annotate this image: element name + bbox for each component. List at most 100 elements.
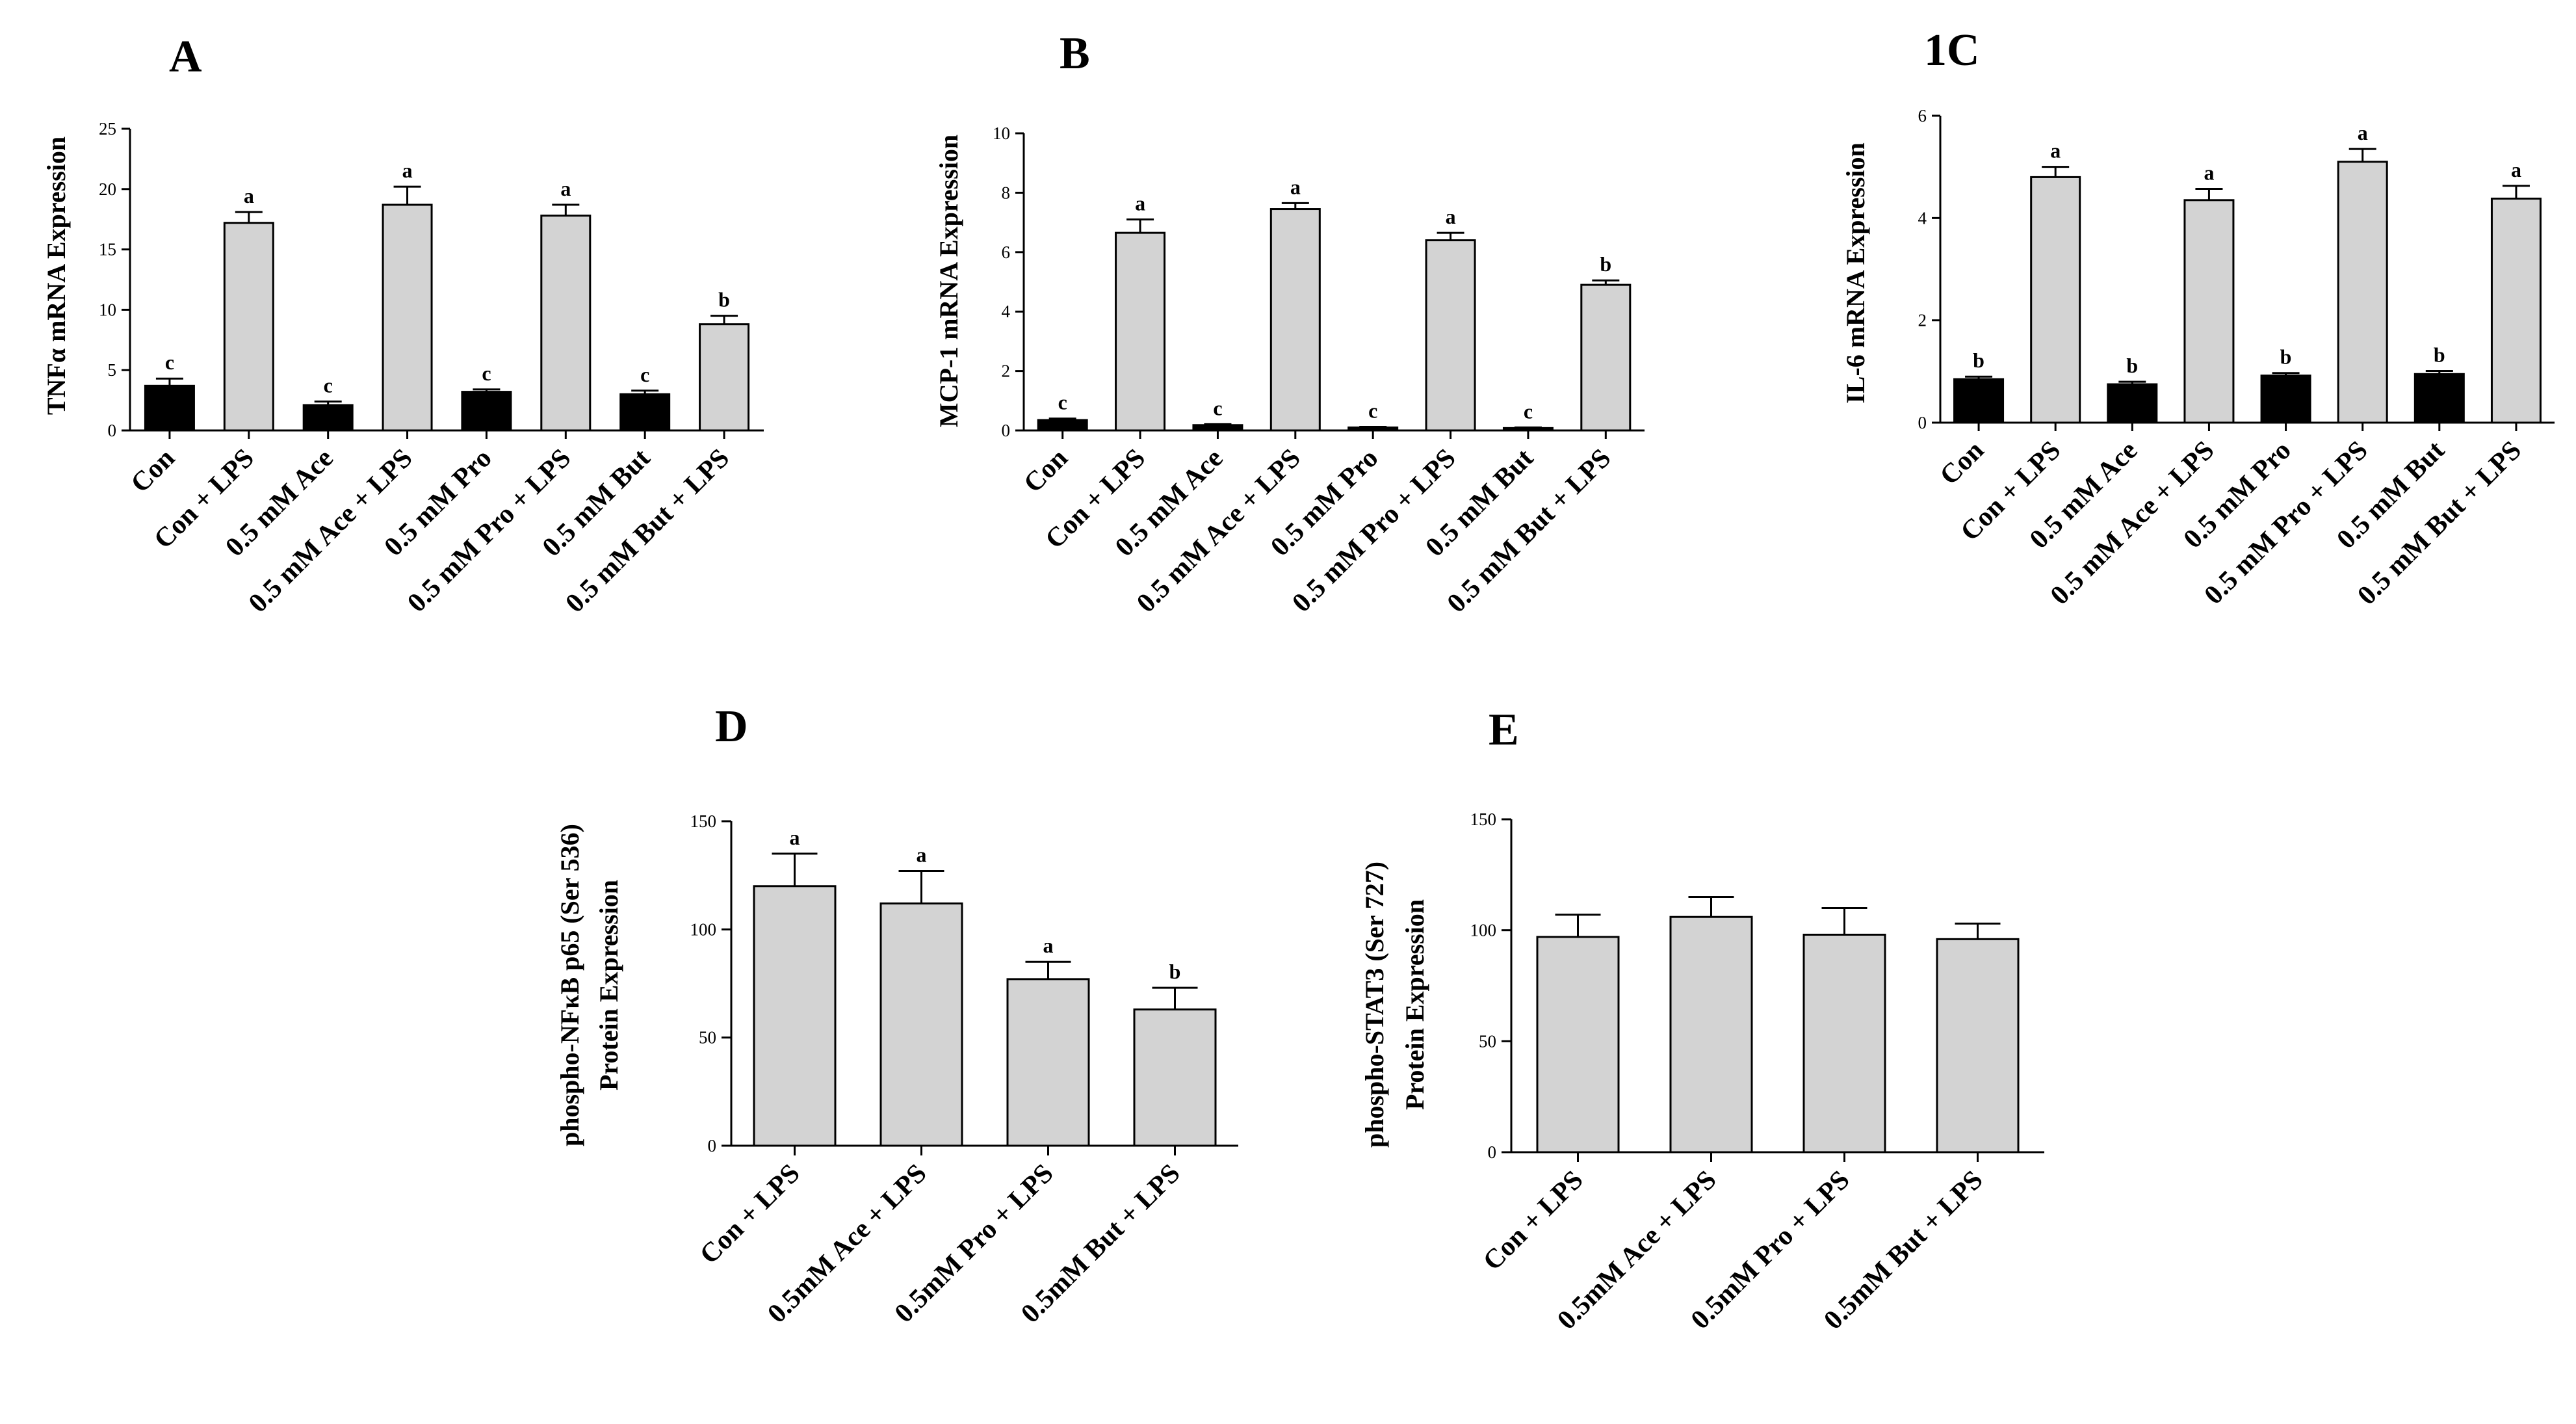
panel-a-letter: A	[169, 32, 202, 82]
significance-label: c	[1368, 399, 1377, 423]
bar	[2183, 199, 2235, 424]
significance-label: a	[2204, 161, 2214, 184]
significance-label: c	[324, 373, 333, 397]
panel-d-ylabel-2: Protein Expression	[594, 880, 623, 1090]
significance-label: a	[2358, 121, 2368, 144]
bar	[1502, 427, 1554, 432]
bar	[1936, 938, 2020, 1154]
significance-label: a	[2511, 158, 2521, 181]
bar	[1580, 283, 1632, 432]
y-tick-label: 0	[108, 421, 117, 440]
bar	[144, 384, 195, 432]
bar	[302, 404, 354, 432]
significance-label: a	[1446, 205, 1456, 228]
panel-e-ylabel-2: Protein Expression	[1400, 899, 1429, 1110]
y-tick-label: 150	[1470, 810, 1497, 829]
y-tick-label: 10	[993, 124, 1010, 143]
significance-label: a	[560, 177, 571, 200]
significance-label: c	[482, 362, 491, 385]
bar	[619, 393, 671, 432]
bar	[2413, 373, 2465, 424]
significance-label: c	[1524, 399, 1533, 423]
bar	[2107, 383, 2158, 424]
significance-label: a	[402, 159, 413, 182]
significance-label: a	[1135, 192, 1145, 215]
significance-label: c	[1213, 396, 1222, 419]
panel-d-ylabel: phospho-NFκB p65 (Ser 536)	[555, 824, 584, 1146]
panel-e-ylabel: phospho-STAT3 (Ser 727)	[1360, 862, 1389, 1148]
panel-b-ylabel: MCP-1 mRNA Expression	[934, 135, 963, 427]
significance-label: a	[1043, 934, 1054, 957]
panel-d: D phospho-NFκB p65 (Ser 536) Protein Exp…	[555, 702, 1238, 1329]
significance-label: a	[244, 184, 254, 207]
significance-label: a	[917, 843, 927, 867]
bar	[1037, 419, 1088, 432]
y-tick-label: 10	[99, 300, 116, 319]
panel-a: A TNFα mRNA Expression 0510152025ConcCon…	[42, 32, 764, 618]
bar	[1425, 239, 1476, 432]
y-tick-label: 20	[99, 179, 116, 199]
bar	[223, 222, 274, 432]
y-tick-label: 0	[708, 1136, 717, 1155]
significance-label: c	[1058, 391, 1067, 414]
bar	[2260, 375, 2311, 424]
y-tick-label: 2	[1918, 311, 1927, 330]
y-tick-label: 50	[699, 1028, 716, 1048]
x-tick-label: Con + LPS	[694, 1159, 806, 1271]
x-tick-label: Con	[1934, 436, 1990, 491]
bar	[1133, 1008, 1217, 1147]
y-tick-label: 0	[1918, 413, 1927, 432]
significance-label: b	[2126, 354, 2138, 377]
y-tick-label: 0	[1488, 1142, 1497, 1162]
bar	[753, 885, 837, 1147]
panel-e: E phospho-STAT3 (Ser 727) Protein Expres…	[1360, 705, 2044, 1336]
panel-c-ylabel: IL-6 mRNA Expression	[1841, 142, 1870, 404]
y-tick-label: 150	[690, 811, 717, 831]
y-tick-label: 25	[99, 119, 116, 138]
y-tick-label: 100	[1470, 921, 1497, 940]
bar	[879, 902, 963, 1147]
bar	[1953, 378, 2005, 424]
bar	[1115, 231, 1166, 432]
x-tick-label: Con	[1018, 443, 1073, 499]
bar	[461, 391, 512, 432]
panel-e-letter: E	[1489, 705, 1519, 755]
bar	[1269, 208, 1321, 432]
significance-label: a	[790, 826, 800, 849]
bar	[1536, 936, 1620, 1154]
bar	[699, 323, 750, 432]
significance-label: c	[640, 363, 649, 386]
y-tick-label: 4	[1918, 208, 1927, 228]
y-tick-label: 4	[1002, 302, 1011, 321]
significance-label: b	[1973, 349, 1984, 372]
panel-c-letter: 1C	[1924, 25, 1980, 75]
bar	[382, 204, 433, 432]
significance-label: b	[2434, 343, 2445, 367]
y-tick-label: 15	[99, 240, 116, 259]
significance-label: a	[1290, 175, 1301, 198]
panel-a-ylabel: TNFα mRNA Expression	[42, 137, 71, 415]
significance-label: c	[165, 350, 174, 374]
bar	[1347, 426, 1399, 432]
bar	[540, 215, 592, 432]
panel-b-letter: B	[1060, 29, 1090, 79]
bar	[1192, 424, 1243, 432]
significance-label: a	[2050, 139, 2061, 163]
bar	[1006, 978, 1090, 1147]
significance-label: b	[2280, 345, 2292, 369]
y-tick-label: 2	[1002, 362, 1011, 381]
bar	[2030, 176, 2081, 424]
significance-label: b	[1169, 960, 1181, 983]
y-tick-label: 5	[108, 360, 117, 380]
y-tick-label: 6	[1918, 106, 1927, 125]
y-tick-label: 8	[1002, 183, 1011, 202]
y-tick-label: 100	[690, 919, 717, 939]
